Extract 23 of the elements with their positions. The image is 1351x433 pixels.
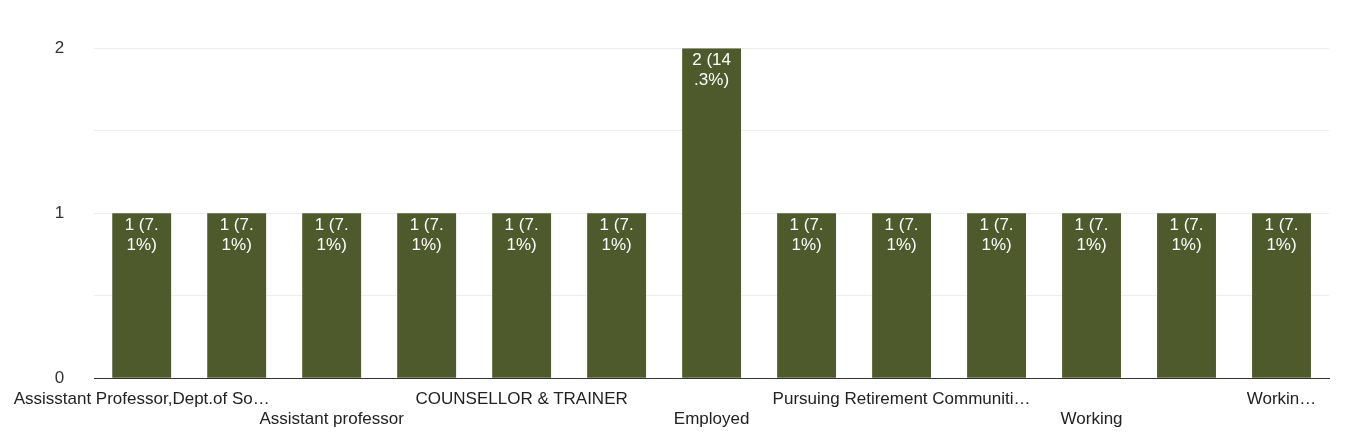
x-tick-label: Working bbox=[1060, 409, 1123, 429]
data-label: 1 (7.1%) bbox=[884, 215, 919, 255]
data-label: 2 (14.3%) bbox=[692, 50, 731, 90]
x-tick-label: Assisstant Professor,Dept.of So… bbox=[13, 389, 270, 409]
x-tick-label: Pursuing Retirement Communiti… bbox=[772, 389, 1031, 409]
data-label: 1 (7.1%) bbox=[314, 215, 349, 255]
data-label: 1 (7.1%) bbox=[504, 215, 539, 255]
data-label: 1 (7.1%) bbox=[409, 215, 444, 255]
data-label: 1 (7.1%) bbox=[219, 215, 254, 255]
y-tick-label: 1 bbox=[54, 202, 65, 222]
y-tick-label: 0 bbox=[54, 367, 65, 387]
data-label: 1 (7.1%) bbox=[1264, 215, 1299, 255]
y-tick-label: 2 bbox=[54, 37, 65, 57]
data-label: 1 (7.1%) bbox=[599, 215, 634, 255]
x-tick-label: Workin… bbox=[1246, 389, 1317, 409]
x-tick-label: Assistant professor bbox=[259, 409, 405, 429]
data-label: 1 (7.1%) bbox=[789, 215, 824, 255]
data-label: 1 (7.1%) bbox=[1169, 215, 1204, 255]
data-label: 1 (7.1%) bbox=[979, 215, 1014, 255]
data-label: 1 (7.1%) bbox=[1074, 215, 1109, 255]
data-label: 1 (7.1%) bbox=[124, 215, 159, 255]
x-tick-label: Employed bbox=[673, 409, 750, 429]
x-tick-label: COUNSELLOR & TRAINER bbox=[415, 389, 628, 409]
